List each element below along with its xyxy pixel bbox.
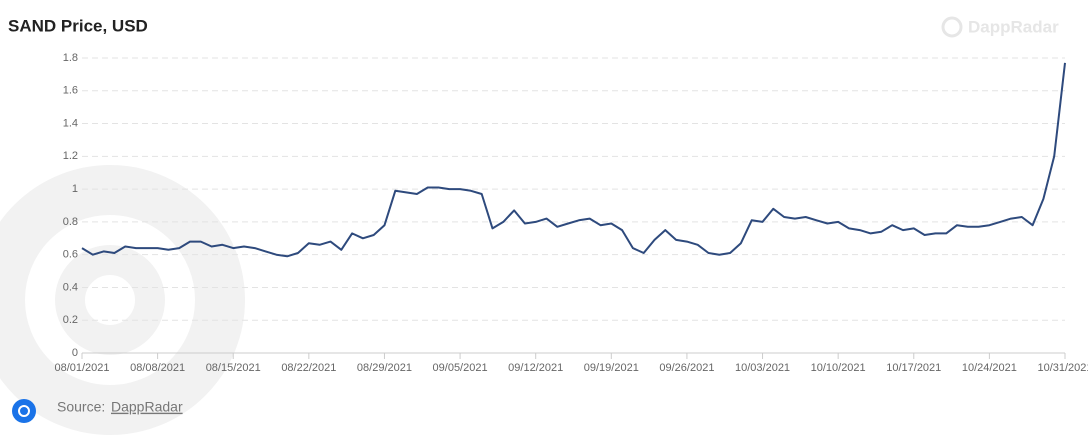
x-tick-label: 10/24/2021 — [962, 362, 1017, 374]
x-tick-label: 08/15/2021 — [206, 362, 261, 374]
x-tick-label: 09/05/2021 — [433, 362, 488, 374]
source-icon — [12, 399, 36, 423]
y-tick-label: 1 — [72, 183, 78, 195]
background-logo — [0, 165, 245, 435]
x-tick-label: 08/08/2021 — [130, 362, 185, 374]
x-tick-label: 09/19/2021 — [584, 362, 639, 374]
source-icon-inner — [18, 405, 30, 417]
source-label: Source: — [57, 399, 105, 415]
price-line — [81, 62, 1066, 258]
y-tick-label: 0 — [72, 347, 78, 359]
source-link[interactable]: DappRadar — [111, 399, 183, 415]
y-tick-label: 0.2 — [63, 314, 78, 326]
x-tick-label: 08/29/2021 — [357, 362, 412, 374]
x-tick-label: 08/22/2021 — [281, 362, 336, 374]
y-tick-label: 0.6 — [63, 249, 78, 261]
x-tick-label: 09/12/2021 — [508, 362, 563, 374]
y-tick-label: 1.2 — [63, 150, 78, 162]
y-tick-label: 0.8 — [63, 216, 78, 228]
y-tick-label: 1.4 — [63, 117, 78, 129]
watermark-icon — [941, 16, 963, 38]
x-tick-label: 10/17/2021 — [886, 362, 941, 374]
x-tick-label: 09/26/2021 — [659, 362, 714, 374]
y-tick-label: 1.6 — [63, 85, 78, 97]
x-tick-label: 10/31/2021 — [1037, 362, 1088, 374]
x-tick-label: 08/01/2021 — [54, 362, 109, 374]
x-tick-label: 10/03/2021 — [735, 362, 790, 374]
watermark: DappRadar — [968, 17, 1059, 36]
y-tick-label: 0.4 — [63, 281, 78, 293]
chart-title: SAND Price, USD — [8, 16, 148, 35]
y-tick-label: 1.8 — [63, 52, 78, 64]
x-tick-label: 10/10/2021 — [811, 362, 866, 374]
